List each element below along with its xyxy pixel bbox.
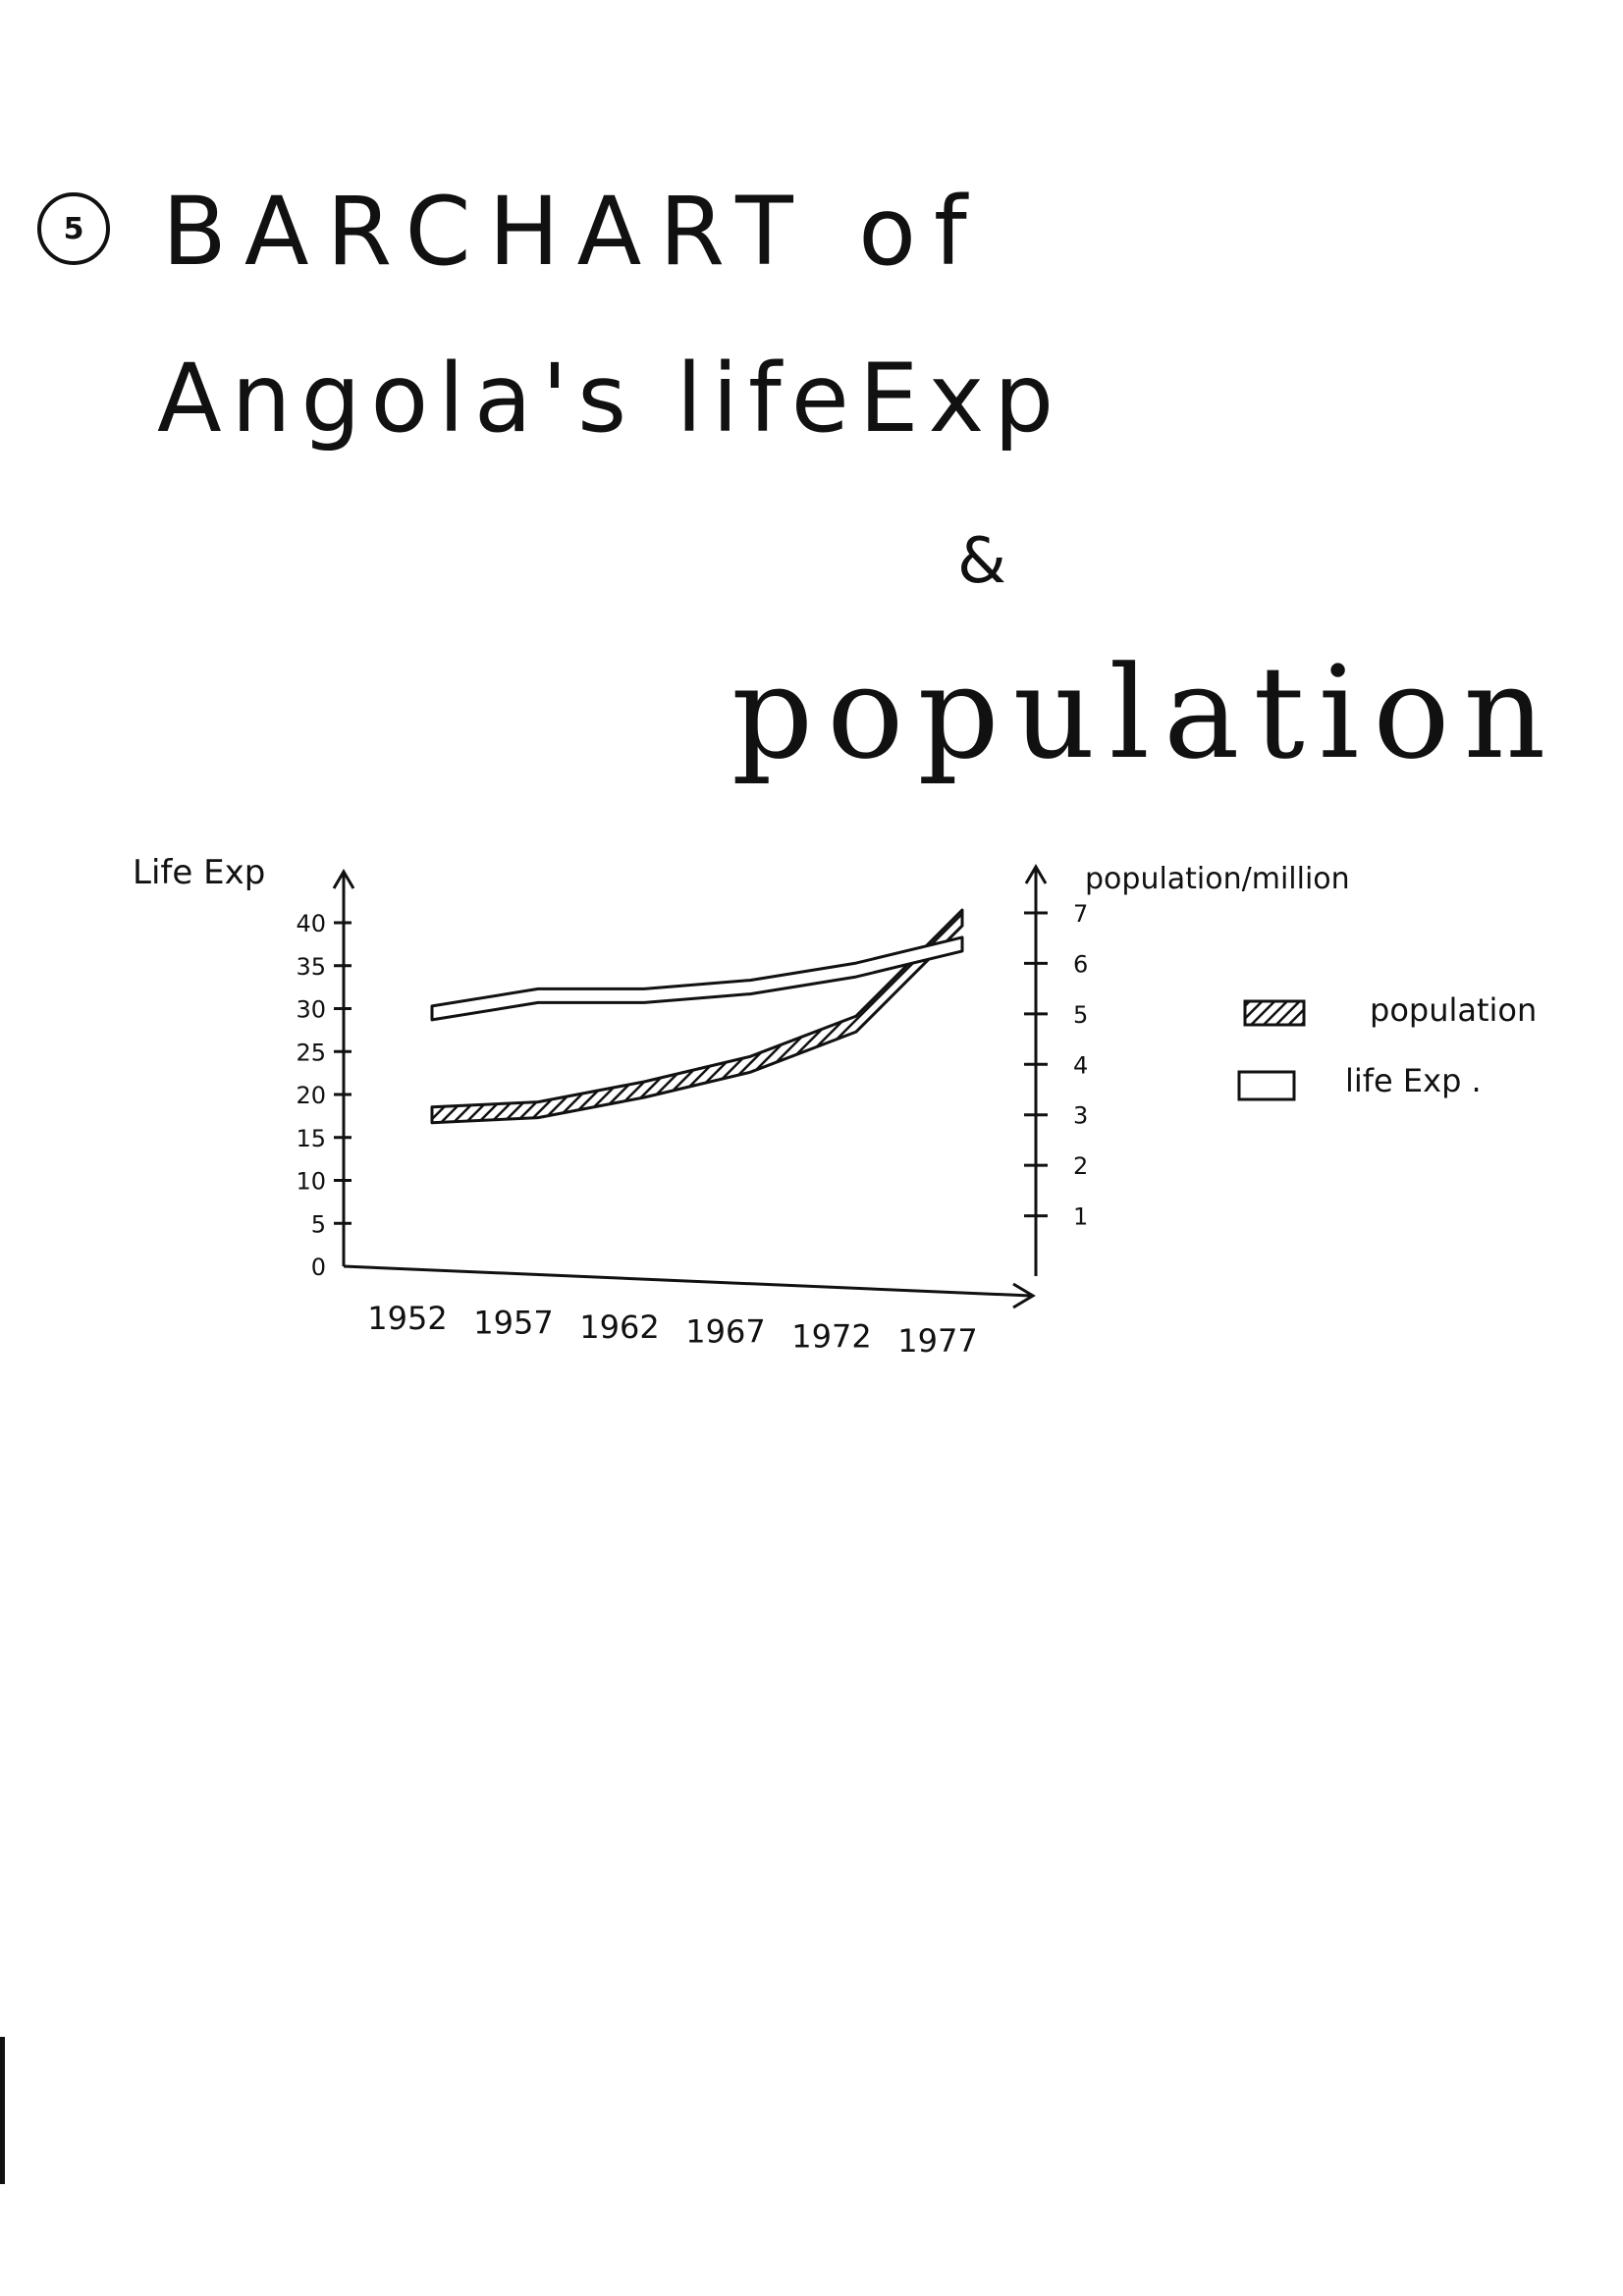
title-line-2: Angola's lifeExp (157, 344, 1064, 454)
left-y-tick-label: 0 (311, 1254, 326, 1281)
right-y-tick-label: 6 (1073, 950, 1088, 978)
left-y-tick-label: 40 (296, 910, 326, 937)
right-y-tick-label: 1 (1073, 1203, 1088, 1231)
x-ticks: 1952 1957 1962 1967 1972 1977 (367, 1300, 977, 1360)
left-y-tick-label: 20 (296, 1082, 326, 1109)
x-tick-label: 1952 (367, 1300, 447, 1337)
title-line-3: & (957, 525, 1006, 598)
series-band-life-exp (430, 935, 964, 1022)
title-line-1: BARCHART of (162, 177, 985, 287)
number-badge: 5 (37, 192, 110, 265)
scan-edge-mark (0, 2037, 5, 2184)
left-y-ticks: 0 5 10 15 20 25 30 35 40 (296, 910, 352, 1281)
left-y-tick-label: 25 (296, 1039, 326, 1066)
right-y-tick-label: 5 (1073, 1001, 1088, 1029)
right-y-tick-label: 4 (1073, 1051, 1088, 1079)
left-y-tick-label: 35 (296, 953, 326, 981)
right-y-tick-label: 2 (1073, 1152, 1088, 1180)
x-tick-label: 1962 (579, 1308, 659, 1346)
series-band-population (430, 908, 964, 1125)
right-y-axis-arrow (1024, 864, 1048, 884)
left-y-axis-label: Life Exp (133, 853, 265, 892)
left-y-tick-label: 10 (296, 1168, 326, 1196)
x-axis (343, 1264, 1032, 1298)
left-y-tick-label: 30 (296, 996, 326, 1024)
right-y-axis-label: population/million (1085, 862, 1350, 896)
x-tick-label: 1957 (473, 1304, 553, 1341)
left-y-axis-arrow (332, 869, 355, 889)
x-tick-label: 1972 (791, 1317, 871, 1355)
left-y-tick-label: 15 (296, 1125, 326, 1152)
legend-swatch-life-exp (1237, 1070, 1296, 1101)
x-tick-label: 1977 (897, 1322, 977, 1360)
left-y-tick-label: 5 (311, 1210, 326, 1238)
axes (332, 864, 1048, 1309)
right-y-ticks: 1 2 3 4 5 6 7 (1024, 900, 1088, 1231)
legend-label-population: population (1370, 991, 1537, 1029)
legend-swatch-population (1243, 999, 1306, 1027)
right-y-tick-label: 7 (1073, 900, 1088, 928)
legend-label-life-exp: life Exp . (1345, 1062, 1482, 1099)
series-layer (430, 908, 964, 1125)
legend: population life Exp . (1237, 991, 1537, 1101)
right-y-tick-label: 3 (1073, 1102, 1088, 1130)
x-tick-label: 1967 (685, 1313, 765, 1351)
x-axis-arrow (1012, 1282, 1036, 1309)
title-line-4: population (731, 638, 1560, 787)
